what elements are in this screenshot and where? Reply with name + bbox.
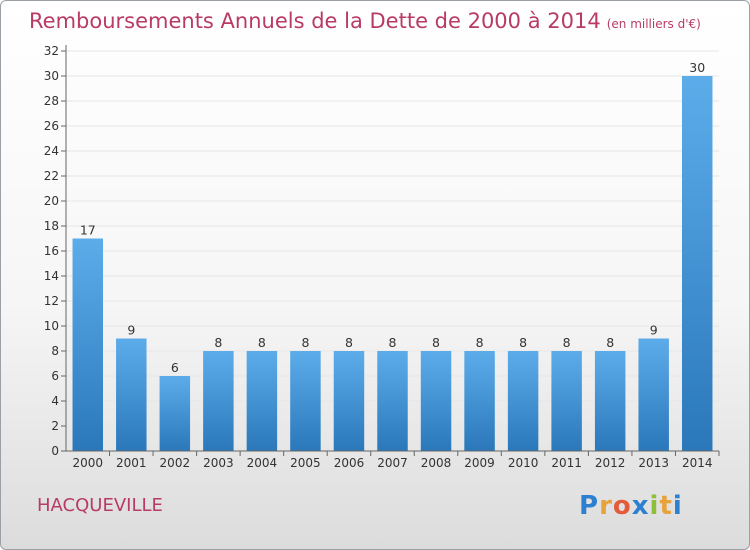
y-tick-label: 10 — [44, 319, 59, 333]
y-tick-label: 14 — [44, 269, 59, 283]
data-label: 8 — [301, 335, 309, 350]
data-label: 8 — [606, 335, 614, 350]
y-tick-label: 26 — [44, 119, 59, 133]
logo-letter: P — [579, 491, 600, 521]
logo-letter: r — [599, 491, 613, 521]
bar-chart: 0246810121416182022242628303220001720019… — [44, 44, 720, 470]
bar — [333, 351, 365, 451]
bar — [464, 351, 495, 451]
bar — [681, 76, 713, 451]
y-tick-label: 0 — [51, 444, 59, 458]
logo-letter: i — [672, 491, 683, 521]
chart-title-text: Remboursements Annuels de la Dette de 20… — [29, 9, 601, 33]
chart-subtitle: (en milliers d'€) — [606, 17, 701, 31]
x-tick-label: 2012 — [595, 456, 626, 470]
proxiti-logo: Proxiti — [579, 491, 683, 521]
commune-name: HACQUEVILLE — [37, 495, 163, 516]
x-tick-label: 2011 — [551, 456, 582, 470]
y-tick-label: 28 — [44, 94, 59, 108]
data-label: 8 — [519, 335, 527, 350]
bar — [420, 351, 452, 451]
data-label: 8 — [432, 335, 440, 350]
data-label: 30 — [689, 60, 705, 75]
y-tick-label: 32 — [44, 44, 59, 58]
data-label: 6 — [171, 360, 179, 375]
data-label: 9 — [650, 323, 658, 338]
bar — [594, 351, 626, 451]
x-tick-label: 2003 — [203, 456, 234, 470]
logo-letter: i — [649, 491, 660, 521]
x-tick-label: 2006 — [334, 456, 365, 470]
bar — [159, 376, 191, 451]
x-tick-label: 2005 — [290, 456, 321, 470]
logo-letter: o — [612, 491, 632, 521]
bar — [203, 351, 234, 451]
x-tick-label: 2001 — [116, 456, 147, 470]
y-tick-label: 16 — [44, 244, 59, 258]
bar — [507, 351, 539, 451]
bar — [246, 351, 278, 451]
bar — [377, 351, 408, 451]
bar — [116, 338, 147, 451]
x-tick-label: 2000 — [72, 456, 103, 470]
x-tick-label: 2008 — [421, 456, 452, 470]
logo-letter: t — [659, 491, 673, 521]
y-tick-label: 12 — [44, 294, 59, 308]
data-label: 8 — [476, 335, 484, 350]
bar — [638, 338, 669, 451]
bar — [290, 351, 321, 451]
bar — [551, 351, 582, 451]
y-tick-label: 4 — [51, 394, 59, 408]
y-tick-label: 24 — [44, 144, 59, 158]
y-tick-label: 20 — [44, 194, 59, 208]
x-tick-label: 2007 — [377, 456, 408, 470]
data-label: 8 — [389, 335, 397, 350]
data-label: 8 — [345, 335, 353, 350]
y-tick-label: 8 — [51, 344, 59, 358]
data-label: 9 — [127, 323, 135, 338]
bar — [72, 238, 104, 451]
data-label: 8 — [563, 335, 571, 350]
y-tick-label: 2 — [51, 419, 59, 433]
y-tick-label: 18 — [44, 219, 59, 233]
x-tick-label: 2002 — [160, 456, 191, 470]
y-tick-label: 22 — [44, 169, 59, 183]
x-tick-label: 2010 — [508, 456, 539, 470]
x-tick-label: 2013 — [638, 456, 669, 470]
x-tick-label: 2004 — [247, 456, 278, 470]
logo-letter: x — [631, 491, 650, 521]
data-label: 8 — [214, 335, 222, 350]
data-label: 8 — [258, 335, 266, 350]
y-tick-label: 6 — [51, 369, 59, 383]
x-tick-label: 2009 — [464, 456, 495, 470]
x-tick-label: 2014 — [682, 456, 713, 470]
data-label: 17 — [80, 223, 96, 238]
chart-title: Remboursements Annuels de la Dette de 20… — [29, 9, 701, 33]
y-tick-label: 30 — [44, 69, 59, 83]
